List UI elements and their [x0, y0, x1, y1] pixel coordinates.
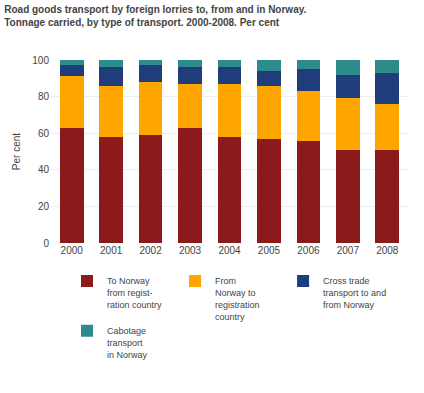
svg-text:0: 0	[43, 238, 49, 249]
svg-text:80: 80	[38, 91, 50, 102]
svg-text:40: 40	[38, 164, 50, 175]
svg-text:2004: 2004	[218, 245, 241, 256]
svg-text:Road goods transport by foreig: Road goods transport by foreign lorries …	[4, 4, 306, 28]
svg-text:60: 60	[38, 128, 50, 139]
svg-text:2000: 2000	[61, 245, 84, 256]
svg-text:2008: 2008	[376, 245, 399, 256]
svg-text:20: 20	[38, 201, 50, 212]
svg-text:2005: 2005	[258, 245, 281, 256]
svg-text:2006: 2006	[297, 245, 320, 256]
svg-text:To Norwayfrom regist-ration co: To Norwayfrom regist-ration country	[107, 276, 162, 309]
svg-text:2007: 2007	[337, 245, 360, 256]
svg-text:FromNorway toregistrationcount: FromNorway toregistrationcountry	[215, 276, 260, 321]
svg-text:2001: 2001	[100, 245, 123, 256]
svg-text:Cabotagetransportin Norway: Cabotagetransportin Norway	[107, 326, 148, 359]
svg-text:2003: 2003	[179, 245, 202, 256]
svg-text:2002: 2002	[139, 245, 162, 256]
svg-text:Per cent: Per cent	[11, 133, 22, 170]
svg-text:Cross tradetransport to andfro: Cross tradetransport to andfrom Norway	[323, 276, 386, 309]
svg-text:100: 100	[32, 55, 49, 66]
